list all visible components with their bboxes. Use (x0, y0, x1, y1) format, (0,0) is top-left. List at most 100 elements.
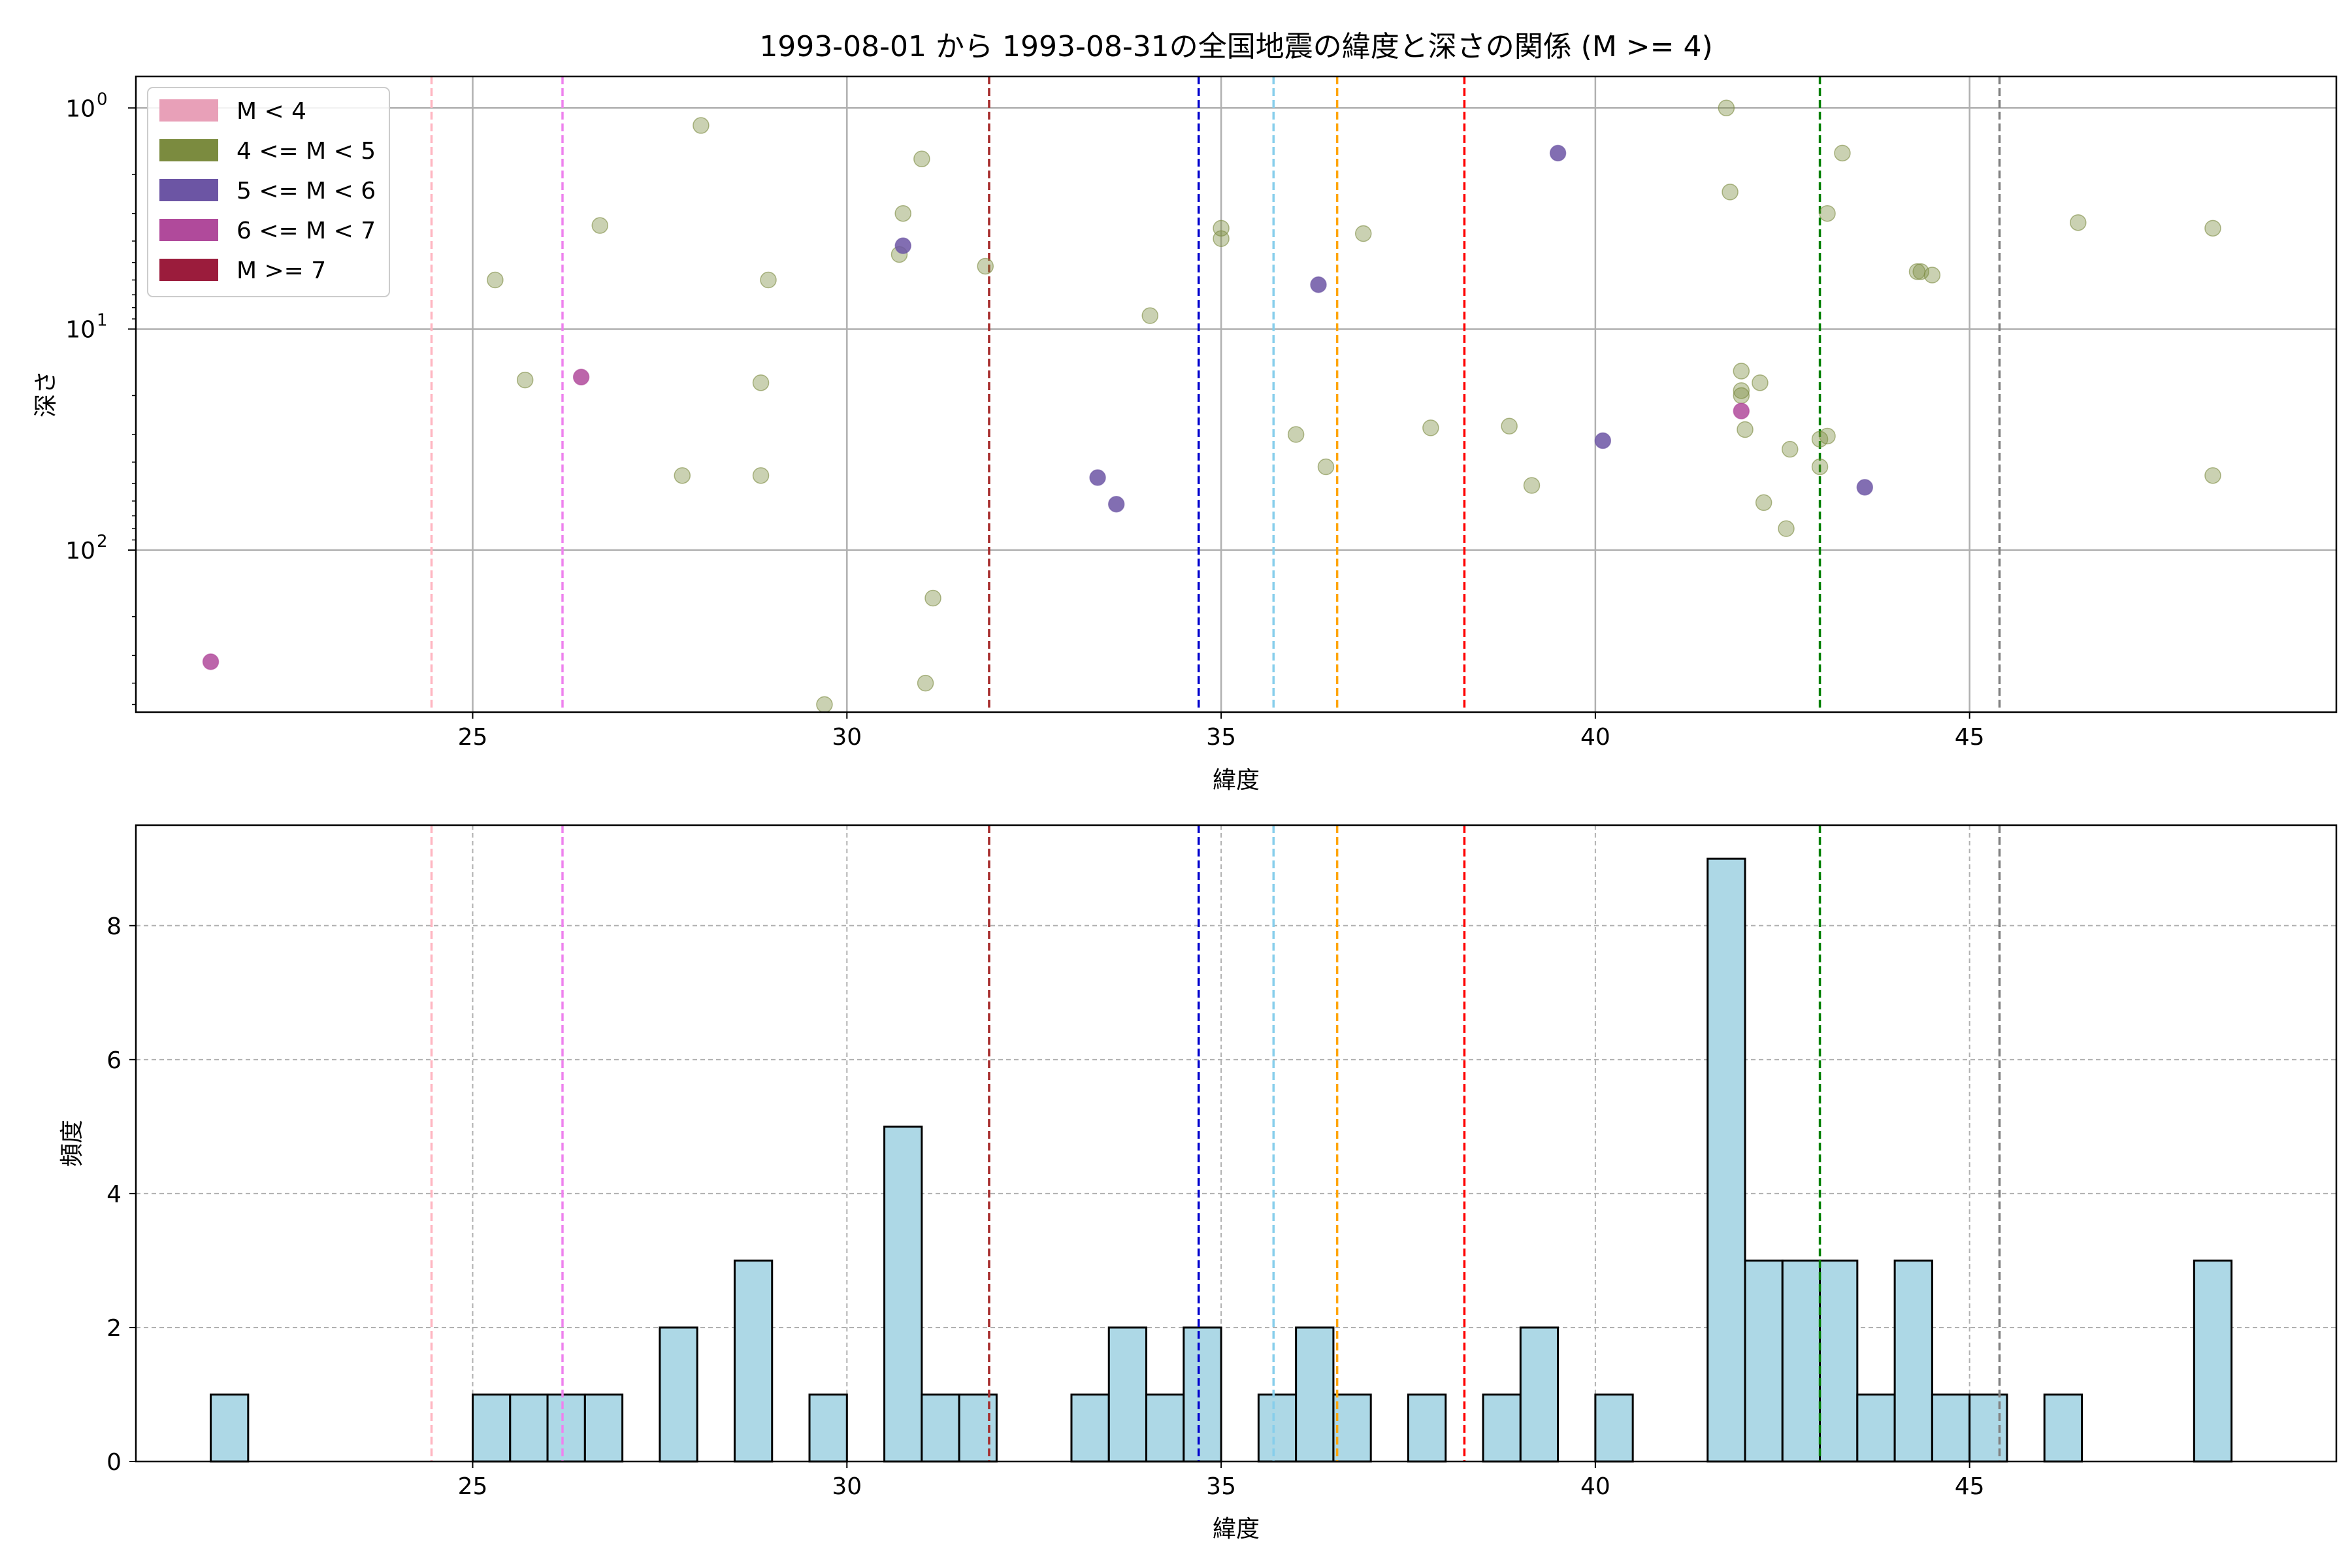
scatter-point (1912, 263, 1929, 280)
legend-swatch (159, 259, 218, 281)
scatter-point (572, 368, 590, 385)
top-y-tick-exponent: 2 (97, 532, 108, 551)
histogram-bar (2193, 1259, 2233, 1463)
scatter-point (1213, 230, 1230, 247)
top-x-ticks: 25 30 35 40 45 (458, 712, 1985, 751)
histogram-bar (1482, 1393, 1522, 1463)
legend: M < 4 4 <= M < 5 5 <= M < 6 6 <= M < 7 M >= … (147, 87, 390, 297)
scatter-point (1733, 402, 1750, 419)
scatter-point (1718, 99, 1735, 117)
top-x-tick-label: 40 (1580, 724, 1610, 751)
scatter-point (1733, 363, 1750, 380)
histogram-bar (1107, 1326, 1148, 1463)
scatter-point (1594, 432, 1612, 449)
bottom-x-tick-label: 35 (1206, 1473, 1236, 1500)
scatter-point (1089, 469, 1106, 486)
scatter-point (1755, 494, 1772, 512)
legend-items: M < 4 4 <= M < 5 5 <= M < 6 6 <= M < 7 M >= … (159, 98, 376, 284)
bottom-reference-lines (430, 825, 2001, 1462)
scatter-point (1549, 144, 1567, 162)
scatter-point (1856, 479, 1874, 496)
histogram-bar (1594, 1393, 1634, 1463)
scatter-point (2070, 214, 2087, 231)
histogram-bar (1968, 1393, 2008, 1463)
scatter-point (1287, 426, 1305, 443)
bottom-x-tick-label: 30 (832, 1473, 862, 1500)
bottom-plot-frame (135, 824, 2338, 1463)
top-y-tick-exponent: 1 (97, 311, 108, 331)
histogram-bar (1931, 1393, 1971, 1463)
bottom-x-axis-label: 緯度 (1213, 1516, 1260, 1543)
bottom-y-tick-label: 8 (106, 913, 122, 940)
histogram-bar (1407, 1393, 1447, 1463)
top-x-tick-label: 30 (832, 724, 862, 751)
histogram-bar (1781, 1259, 1821, 1463)
scatter-point (1501, 417, 1518, 434)
histogram-bar (1744, 1259, 1784, 1463)
scatter-point (917, 674, 934, 692)
histogram-bar (210, 1393, 250, 1463)
legend-label: M < 4 (237, 98, 306, 125)
top-x-tick-label: 35 (1206, 724, 1236, 751)
scatter-point (2204, 467, 2221, 484)
scatter-point (591, 217, 609, 234)
bottom-x-tick-label: 25 (458, 1473, 488, 1500)
bottom-y-tick-label: 0 (106, 1449, 122, 1476)
histogram-bar (883, 1125, 923, 1463)
histogram-bar (1257, 1393, 1298, 1463)
scatter-point (2204, 220, 2221, 237)
top-x-axis-label: 緯度 (1213, 767, 1260, 794)
histogram-bar (659, 1326, 698, 1463)
scatter-point (752, 374, 770, 391)
top-x-tick-label: 45 (1955, 724, 1985, 751)
scatter-point (693, 117, 710, 134)
histogram-bar (2043, 1393, 2083, 1463)
histogram-bar (509, 1393, 549, 1463)
top-grid (136, 76, 2336, 712)
legend-swatch (159, 219, 218, 241)
scatter-point (1733, 382, 1750, 399)
bottom-x-tick-label: 45 (1955, 1473, 1985, 1500)
top-y-tick-label: 10 (65, 317, 95, 344)
scatter-point (1354, 225, 1372, 242)
scatter-point (1819, 204, 1836, 222)
histogram-bar (1295, 1326, 1335, 1463)
scatter-point (1523, 477, 1541, 494)
bottom-x-tick-label: 40 (1580, 1473, 1610, 1500)
scatter-point (1819, 427, 1836, 445)
top-y-tick-label: 10 (65, 538, 95, 564)
histogram-bar (1856, 1393, 1896, 1463)
legend-swatch (159, 179, 218, 201)
histogram-bar (808, 1393, 848, 1463)
top-x-tick-label: 25 (458, 724, 488, 751)
bottom-x-ticks: 25 30 35 40 45 (458, 1462, 1985, 1500)
histogram-bar (583, 1393, 624, 1463)
top-plot-frame (135, 75, 2338, 713)
scatter-point (1317, 458, 1335, 476)
scatter-point (202, 653, 220, 670)
scatter-point (1107, 495, 1125, 513)
histogram-bar (472, 1393, 512, 1463)
histogram-bar (1183, 1326, 1222, 1463)
scatter-point (1141, 307, 1159, 324)
scatter-point (1737, 421, 1754, 438)
legend-label: 6 <= M < 7 (237, 218, 376, 244)
histogram-bar (921, 1393, 960, 1463)
scatter-point (816, 696, 833, 713)
scatter-point (1781, 440, 1799, 458)
scatter-point (1834, 144, 1851, 162)
scatter-point (1811, 458, 1829, 476)
histogram-bar (958, 1393, 998, 1463)
top-y-axis-label: 深さ (33, 370, 59, 417)
scatter-point (924, 589, 941, 607)
legend-swatch (159, 139, 218, 161)
scatter-point (1422, 419, 1439, 436)
legend-swatch (159, 99, 218, 122)
top-reference-lines (430, 76, 2001, 712)
top-chart-title: 1993-08-01 から 1993-08-31の全国地震の緯度と深さの関係 (… (759, 30, 1712, 63)
scatter-point (977, 257, 994, 275)
histogram-bar (1519, 1326, 1560, 1463)
scatter-point (913, 150, 930, 167)
scatter-point (1752, 374, 1769, 391)
